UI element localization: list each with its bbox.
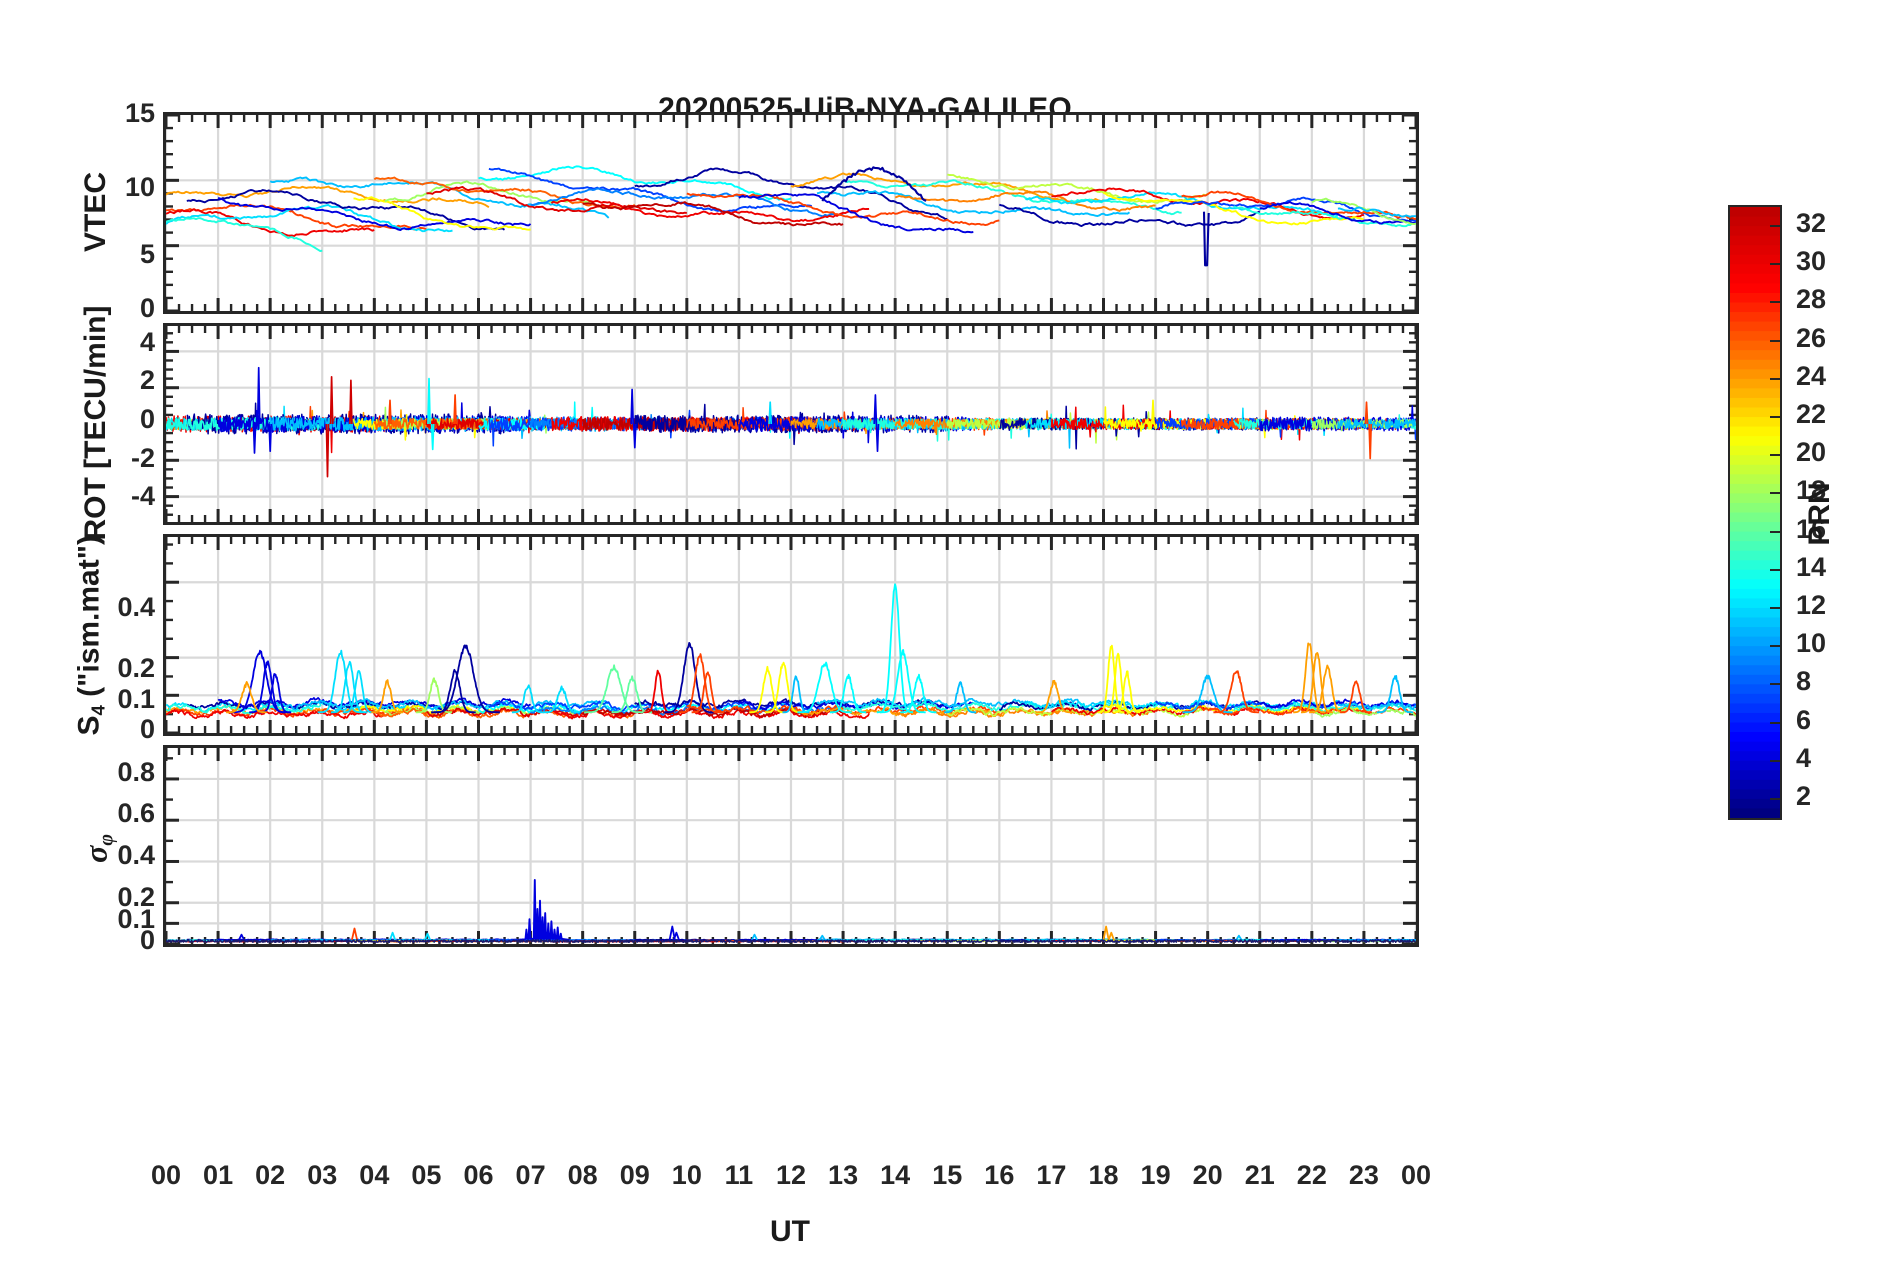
ytick-rot-2: 2	[139, 365, 155, 395]
colorbar-tick-32: 32	[1796, 208, 1827, 239]
axis-label-ut: UT	[770, 1215, 810, 1248]
xtick-16: 16	[984, 1160, 1015, 1190]
colorbar-tick-18: 18	[1796, 475, 1827, 506]
xtick-6: 06	[463, 1160, 494, 1190]
xtick-2: 02	[255, 1160, 286, 1190]
colorbar-tick-30: 30	[1796, 246, 1827, 277]
colorbar-tick-mark	[1770, 530, 1782, 533]
ytick-rot-m4: -4	[130, 481, 155, 511]
xtick-24: 00	[1400, 1160, 1432, 1190]
ytick-sp-08: 0.8	[117, 757, 155, 787]
xtick-1: 01	[203, 1160, 234, 1190]
ytick-s4-04: 0.4	[117, 592, 155, 622]
xtick-18: 18	[1088, 1160, 1119, 1190]
colorbar-tick-14: 14	[1796, 551, 1827, 582]
ytick-sp-06: 0.6	[117, 798, 155, 828]
colorbar-tick-mark	[1770, 683, 1782, 686]
colorbar-tick-8: 8	[1796, 666, 1812, 697]
colorbar	[1728, 205, 1782, 820]
colorbar-tick-10: 10	[1796, 628, 1827, 659]
colorbar-tick-26: 26	[1796, 322, 1827, 353]
xtick-9: 09	[619, 1160, 650, 1190]
colorbar-tick-mark	[1770, 606, 1782, 609]
colorbar-tick-12: 12	[1796, 589, 1827, 620]
ytick-vtec-0: 0	[139, 293, 155, 323]
ytick-vtec-15: 15	[124, 98, 155, 128]
xtick-4: 04	[359, 1160, 390, 1190]
colorbar-tick-mark	[1770, 339, 1782, 342]
ytick-vtec-10: 10	[124, 172, 155, 202]
xtick-13: 13	[828, 1160, 859, 1190]
xtick-14: 14	[880, 1160, 911, 1190]
xtick-0: 00	[150, 1160, 182, 1190]
ytick-rot-m2: -2	[130, 443, 155, 473]
ytick-vtec-5: 5	[139, 239, 155, 269]
xtick-21: 21	[1244, 1160, 1275, 1190]
colorbar-tick-mark	[1770, 797, 1782, 800]
colorbar-tick-mark	[1770, 263, 1782, 266]
colorbar-title: PRN	[1803, 482, 1836, 546]
xtick-12: 12	[775, 1160, 807, 1190]
xtick-23: 23	[1348, 1160, 1379, 1190]
xtick-7: 07	[515, 1160, 546, 1190]
xtick-10: 10	[671, 1160, 702, 1190]
xtick-11: 11	[724, 1160, 754, 1190]
colorbar-tick-4: 4	[1796, 742, 1812, 773]
colorbar-tick-28: 28	[1796, 284, 1827, 315]
colorbar-tick-2: 2	[1796, 780, 1812, 811]
panel-s4	[163, 534, 1419, 736]
colorbar-tick-mark	[1770, 225, 1782, 228]
colorbar-tick-mark	[1770, 377, 1782, 380]
panel-sigma-phi	[163, 745, 1419, 947]
colorbar-tick-mark	[1770, 568, 1782, 571]
xtick-17: 17	[1036, 1160, 1067, 1190]
ytick-sp-01: 0.1	[117, 904, 155, 934]
colorbar-tick-22: 22	[1796, 399, 1827, 430]
colorbar-tick-mark	[1770, 492, 1782, 495]
colorbar-tick-mark	[1770, 416, 1782, 419]
ytick-sp-02: 0.2	[117, 882, 155, 912]
colorbar-tick-mark	[1770, 759, 1782, 762]
ytick-sp-0: 0	[139, 925, 155, 955]
colorbar-tick-mark	[1770, 301, 1782, 304]
xtick-19: 19	[1140, 1160, 1171, 1190]
ytick-rot-0: 0	[139, 404, 155, 434]
colorbar-tick-20: 20	[1796, 437, 1827, 468]
colorbar-tick-mark	[1770, 721, 1782, 724]
xtick-3: 03	[307, 1160, 338, 1190]
ytick-sp-04: 0.4	[117, 840, 155, 870]
xtick-20: 20	[1192, 1160, 1223, 1190]
xtick-5: 05	[411, 1160, 442, 1190]
colorbar-tick-6: 6	[1796, 704, 1812, 735]
ytick-rot-4: 4	[139, 327, 155, 357]
ytick-s4-01: 0.1	[117, 684, 155, 714]
colorbar-tick-24: 24	[1796, 360, 1827, 391]
colorbar-tick-mark	[1770, 645, 1782, 648]
xtick-8: 08	[567, 1160, 598, 1190]
xtick-22: 22	[1296, 1160, 1327, 1190]
xtick-15: 15	[932, 1160, 963, 1190]
panel-vtec	[163, 112, 1419, 314]
colorbar-tick-16: 16	[1796, 513, 1827, 544]
colorbar-tick-mark	[1770, 454, 1782, 457]
ytick-s4-0: 0	[139, 714, 155, 744]
ytick-s4-02: 0.2	[117, 653, 155, 683]
panel-rot	[163, 323, 1419, 525]
